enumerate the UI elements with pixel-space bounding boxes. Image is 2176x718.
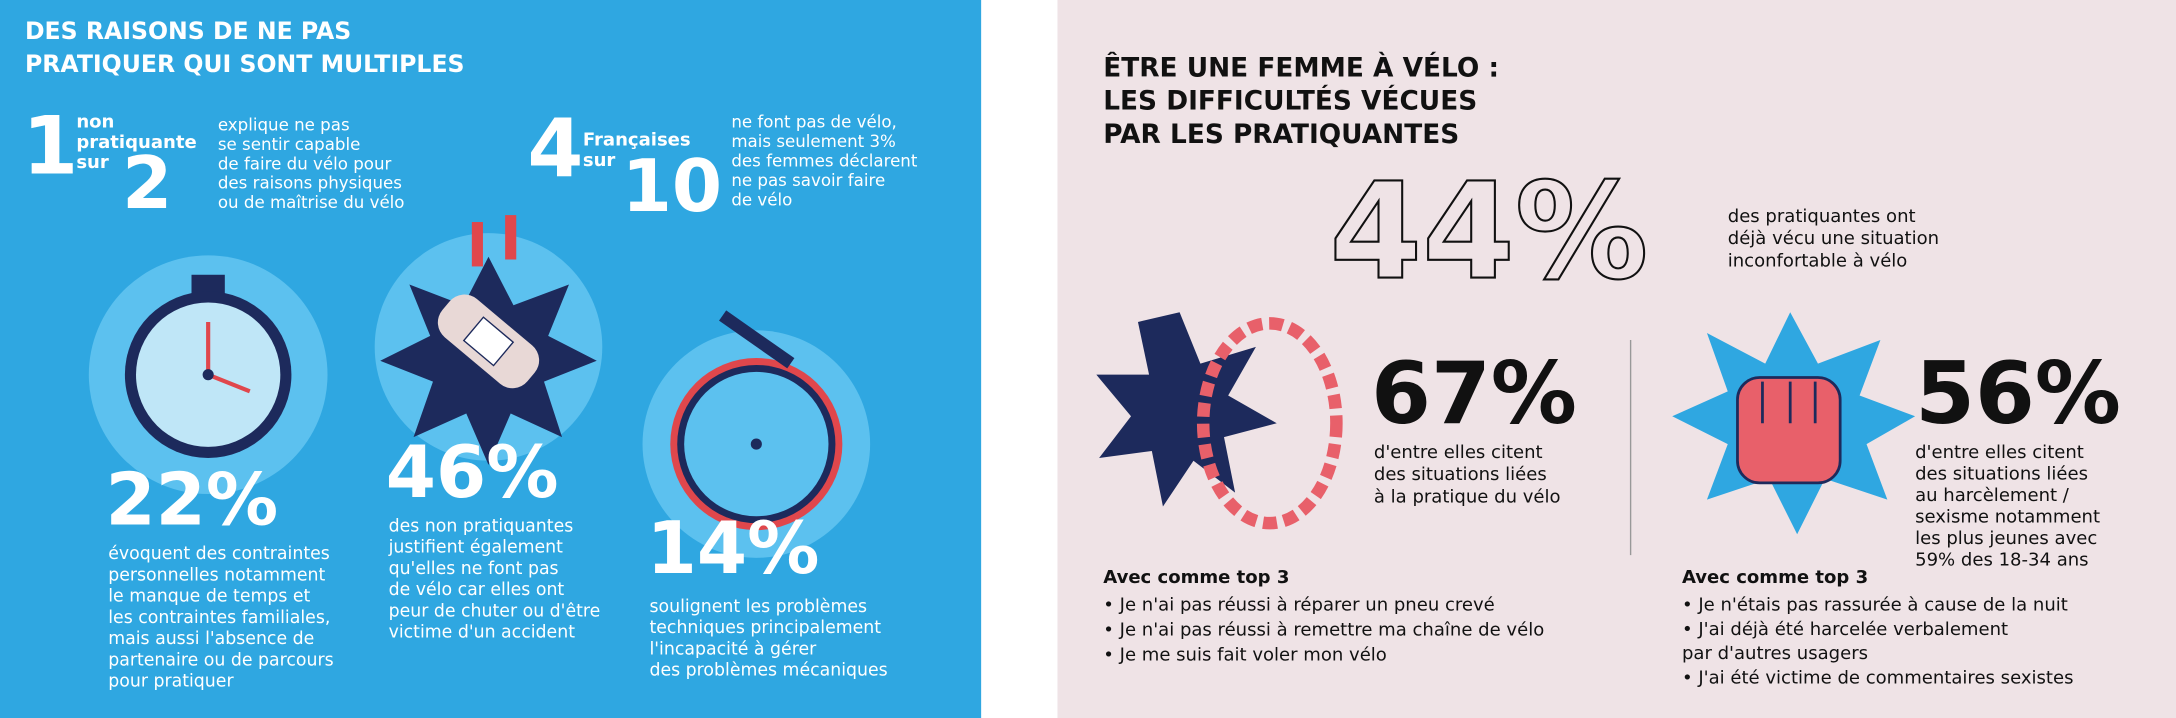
stat-text: sexisme notamment [1915, 506, 2100, 527]
stat-text: inconfortable à vélo [1728, 250, 1908, 271]
top-title: Avec comme top 3 [1103, 567, 1289, 588]
stat-words: pratiquante [76, 132, 196, 153]
title: PAR LES PRATIQUANTES [1103, 120, 1459, 150]
stat-text: d'entre elles citent [1915, 442, 2084, 463]
big-number: 2 [122, 142, 172, 226]
stat-text: les plus jeunes avec [1915, 528, 2097, 549]
stat-text: personnelles notamment [108, 565, 325, 585]
stat-value: 56% [1915, 344, 2121, 444]
stat-text: de faire du vélo pour [218, 154, 392, 173]
stat-text: victime d'un accident [389, 623, 576, 643]
top-item: • J'ai déjà été harcelée verbalement [1682, 619, 2008, 640]
stat-text: au harcèlement / [1915, 485, 2070, 506]
stat-value: 22% [105, 459, 278, 543]
stat-words: Françaises [583, 130, 691, 151]
stat-text: partenaire ou de parcours [108, 650, 333, 670]
top-item: • Je n'ai pas réussi à remettre ma chaîn… [1103, 620, 1544, 641]
stat-text: des non pratiquantes [389, 516, 574, 536]
stat-value-outline: 44% [1329, 155, 1648, 310]
title: ÊTRE UNE FEMME À VÉLO : [1103, 51, 1499, 83]
stat-text: évoquent des contraintes [108, 544, 330, 564]
big-number: 4 [527, 101, 583, 195]
stat-text: soulignent les problèmes [649, 597, 867, 617]
top-item: par d'autres usagers [1682, 643, 1868, 664]
stat-words: non [76, 112, 114, 133]
stat-value: 46% [386, 431, 559, 515]
stat-text: des pratiquantes ont [1728, 206, 1916, 227]
stat-text: les contraintes familiales, [108, 608, 330, 628]
stat-text: des raisons physiques [218, 174, 402, 193]
stat-text: des situations liées [1915, 463, 2088, 484]
stat-text: des problèmes mécaniques [649, 661, 887, 681]
top-item: • Je n'étais pas rassurée à cause de la … [1682, 595, 2068, 616]
title: LES DIFFICULTÉS VÉCUES [1103, 85, 1477, 117]
top-title: Avec comme top 3 [1682, 567, 1868, 588]
stat-text: l'incapacité à gérer [649, 639, 817, 659]
fist-icon [1672, 312, 1916, 535]
stat-text: des femmes déclarent [731, 152, 918, 171]
top-item: • Je me suis fait voler mon vélo [1103, 645, 1387, 666]
big-number: 1 [22, 98, 78, 192]
stat-text: ne pas savoir faire [731, 171, 885, 190]
stat-text: explique ne pas [218, 115, 350, 134]
stat-text: justifient également [388, 538, 564, 558]
big-number: 10 [622, 145, 722, 229]
stat-text: peur de chuter ou d'être [389, 601, 601, 621]
stat-text: pour pratiquer [108, 672, 234, 692]
top-item: • J'ai été victime de commentaires sexis… [1682, 667, 2074, 688]
stat-text: des situations liées [1374, 464, 1547, 485]
stat-words: sur [583, 150, 616, 171]
stat-text: de vélo [731, 190, 792, 209]
stat-text: ne font pas de vélo, [731, 113, 896, 132]
stat-text: se sentir capable [218, 135, 360, 154]
stat-text: qu'elles ne font pas [389, 559, 559, 579]
stat-text: mais seulement 3% [731, 132, 896, 151]
stat-text: ou de maîtrise du vélo [218, 193, 405, 212]
stat-text: 59% des 18-34 ans [1915, 549, 2088, 570]
stat-value: 67% [1371, 344, 1577, 444]
stopwatch-icon [88, 255, 328, 495]
title: DES RAISONS DE NE PAS [25, 17, 351, 45]
chain-icon [1096, 312, 1343, 530]
stat-text: techniques principalement [649, 618, 881, 638]
top-item: • Je n'ai pas réussi à réparer un pneu c… [1103, 595, 1495, 616]
stat-text: à la pratique du vélo [1374, 486, 1561, 507]
stat-text: le manque de temps et [108, 587, 310, 607]
stat-text: de vélo car elles ont [389, 580, 565, 600]
bandage-icon [374, 215, 603, 465]
stat-value: 14% [647, 507, 820, 591]
stat-text: mais aussi l'absence de [108, 629, 314, 649]
stat-text: d'entre elles citent [1374, 442, 1543, 463]
title: PRATIQUER QUI SONT MULTIPLES [25, 50, 465, 78]
stat-text: déjà vécu une situation [1728, 228, 1939, 249]
wheel-icon [642, 310, 871, 558]
stat-words: sur [76, 152, 109, 173]
